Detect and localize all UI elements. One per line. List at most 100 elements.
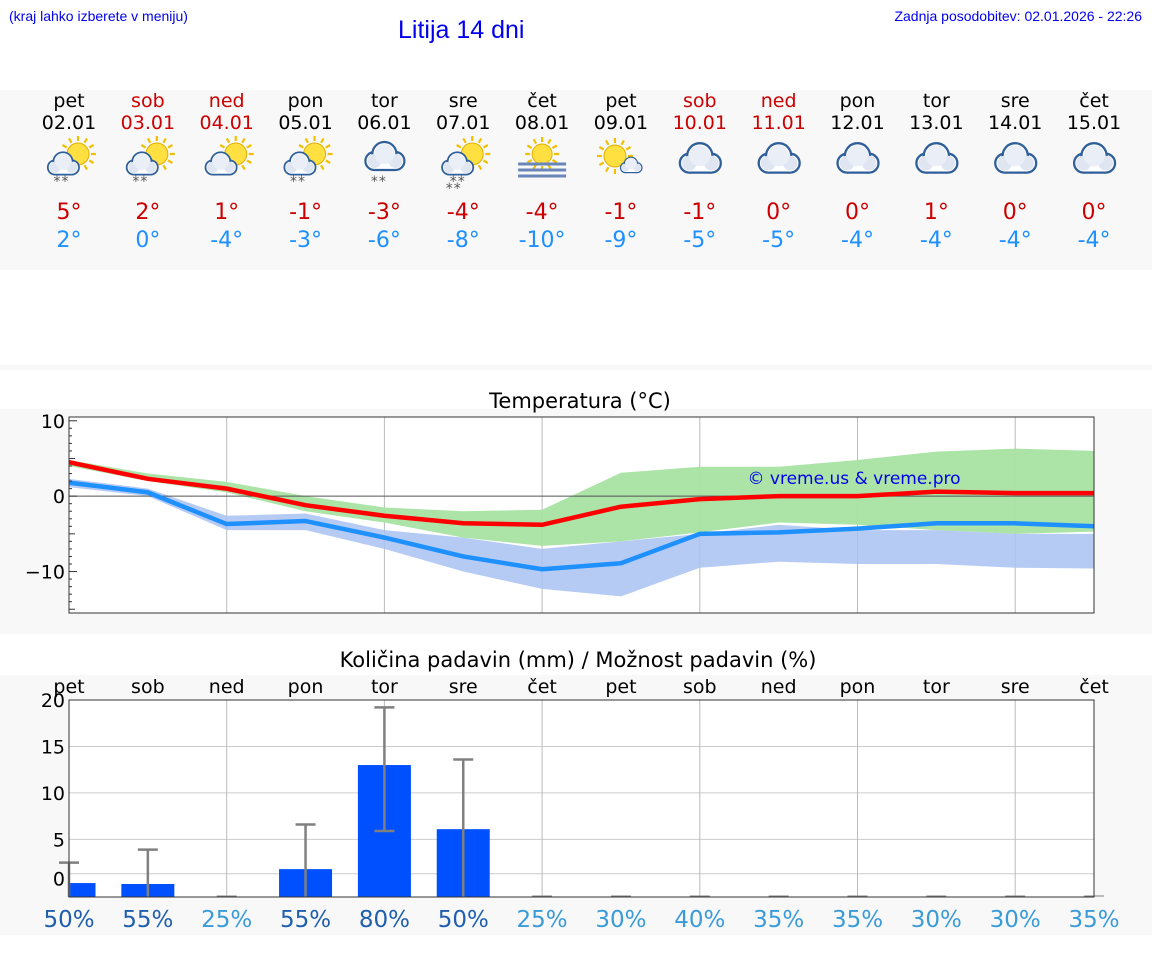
temp-max: -1°	[683, 200, 716, 225]
sun-cloud-snow-icon: * *	[283, 136, 333, 190]
precipitation-day-label: tor	[371, 676, 398, 698]
day-name: sob	[683, 90, 717, 112]
precipitation-probability: 35%	[753, 907, 804, 933]
day-name: pon	[288, 90, 324, 112]
day-name: pet	[605, 90, 636, 112]
svg-text:*: *	[458, 174, 465, 190]
day-date: 14.01	[988, 112, 1042, 134]
snow-icon: * *	[290, 174, 305, 190]
precipitation-chart: Količina padavin (mm) / Možnost padavin …	[0, 648, 1152, 935]
sun-cloud-snow-icon: * ** *	[441, 136, 491, 197]
svg-text:*: *	[132, 174, 139, 190]
precipitation-probability: 55%	[122, 907, 173, 933]
temp-max: 0°	[1003, 200, 1028, 225]
temp-min: -9°	[604, 228, 637, 253]
page-title: Litija 14 dni	[398, 16, 525, 44]
precipitation-chart-title: Količina padavin (mm) / Možnost padavin …	[340, 648, 817, 672]
snow-icon: * *	[371, 174, 386, 190]
precipitation-plot-frame	[68, 699, 1095, 898]
temp-max: -1°	[604, 200, 637, 225]
precipitation-day-label: pon	[840, 676, 876, 698]
snow-icon: * ** *	[446, 174, 465, 197]
day-date: 08.01	[515, 112, 569, 134]
temperature-chart-title: Temperatura (°C)	[488, 389, 671, 413]
temp-min: -4°	[999, 228, 1032, 253]
temp-max: 0°	[845, 200, 870, 225]
y-tick-label: 15	[41, 736, 65, 758]
temperature-chart: Temperatura (°C) 10 0 −10 © vreme.us & vreme…	[0, 389, 1152, 634]
cloud-shape	[915, 142, 959, 174]
y-tick-label: 0	[53, 486, 65, 508]
svg-text:*: *	[454, 181, 461, 197]
svg-text:*: *	[379, 174, 386, 190]
day-date: 07.01	[436, 112, 490, 134]
day-date: 05.01	[278, 112, 332, 134]
day-name: sre	[449, 90, 478, 112]
cloud-shape	[994, 142, 1038, 174]
sun-small-cloud-icon	[596, 138, 643, 174]
temp-max: 5°	[57, 200, 82, 225]
precipitation-probability: 35%	[832, 907, 883, 933]
cloud-shape	[1072, 142, 1117, 174]
cloud-shape	[757, 142, 801, 174]
precipitation-day-label: sre	[449, 676, 478, 698]
watermark: © vreme.us & vreme.pro	[747, 469, 960, 489]
cloud-shape	[364, 140, 406, 172]
sun-icon	[525, 137, 560, 171]
precipitation-probability: 25%	[201, 907, 252, 933]
y-tick-label: −10	[25, 562, 65, 584]
sun-cloud-snow-icon: * *	[46, 136, 96, 190]
snow-icon: * *	[132, 174, 147, 190]
cloud-shape	[204, 151, 238, 176]
sun-cloud-snow-icon: * *	[125, 136, 175, 190]
temp-max: 1°	[924, 200, 949, 225]
day-name: tor	[923, 90, 950, 112]
temp-min: -5°	[762, 228, 795, 253]
precipitation-probability: 30%	[595, 907, 646, 933]
precipitation-probability: 50%	[43, 907, 94, 933]
precipitation-day-label: čet	[527, 676, 557, 698]
y-tick-label: 10	[41, 411, 65, 433]
sun-cloud-icon	[204, 136, 254, 176]
daily-forecast-strip	[0, 90, 1152, 270]
precipitation-probability: 30%	[990, 907, 1041, 933]
day-name: čet	[527, 90, 557, 112]
precipitation-day-label: pet	[605, 676, 636, 698]
region-hint-link[interactable]: (kraj lahko izberete v meniju)	[9, 8, 188, 24]
day-name: sre	[1001, 90, 1030, 112]
day-name: pon	[840, 90, 876, 112]
precipitation-probability: 40%	[674, 907, 725, 933]
temp-min: -4°	[1078, 228, 1111, 253]
precipitation-probability: 55%	[280, 907, 331, 933]
precipitation-probability: 25%	[517, 907, 568, 933]
temp-max: -1°	[289, 200, 322, 225]
temp-min: 0°	[135, 228, 160, 253]
day-name: tor	[371, 90, 398, 112]
precipitation-day-label: sob	[131, 676, 165, 698]
temp-min: -4°	[210, 228, 243, 253]
temp-min: -10°	[519, 228, 566, 253]
precipitation-day-label: ned	[209, 676, 245, 698]
day-date: 09.01	[594, 112, 648, 134]
temp-min: 2°	[57, 228, 82, 253]
snow-icon: * *	[54, 174, 69, 190]
temp-max: 2°	[135, 200, 160, 225]
day-name: sob	[131, 90, 165, 112]
precipitation-probability: 80%	[359, 907, 410, 933]
day-date: 06.01	[357, 112, 411, 134]
temp-min: -5°	[683, 228, 716, 253]
max-temperature-line	[68, 460, 1095, 528]
precipitation-day-label: pon	[288, 676, 324, 698]
day-name: pet	[53, 90, 84, 112]
temp-max: 0°	[1082, 200, 1107, 225]
